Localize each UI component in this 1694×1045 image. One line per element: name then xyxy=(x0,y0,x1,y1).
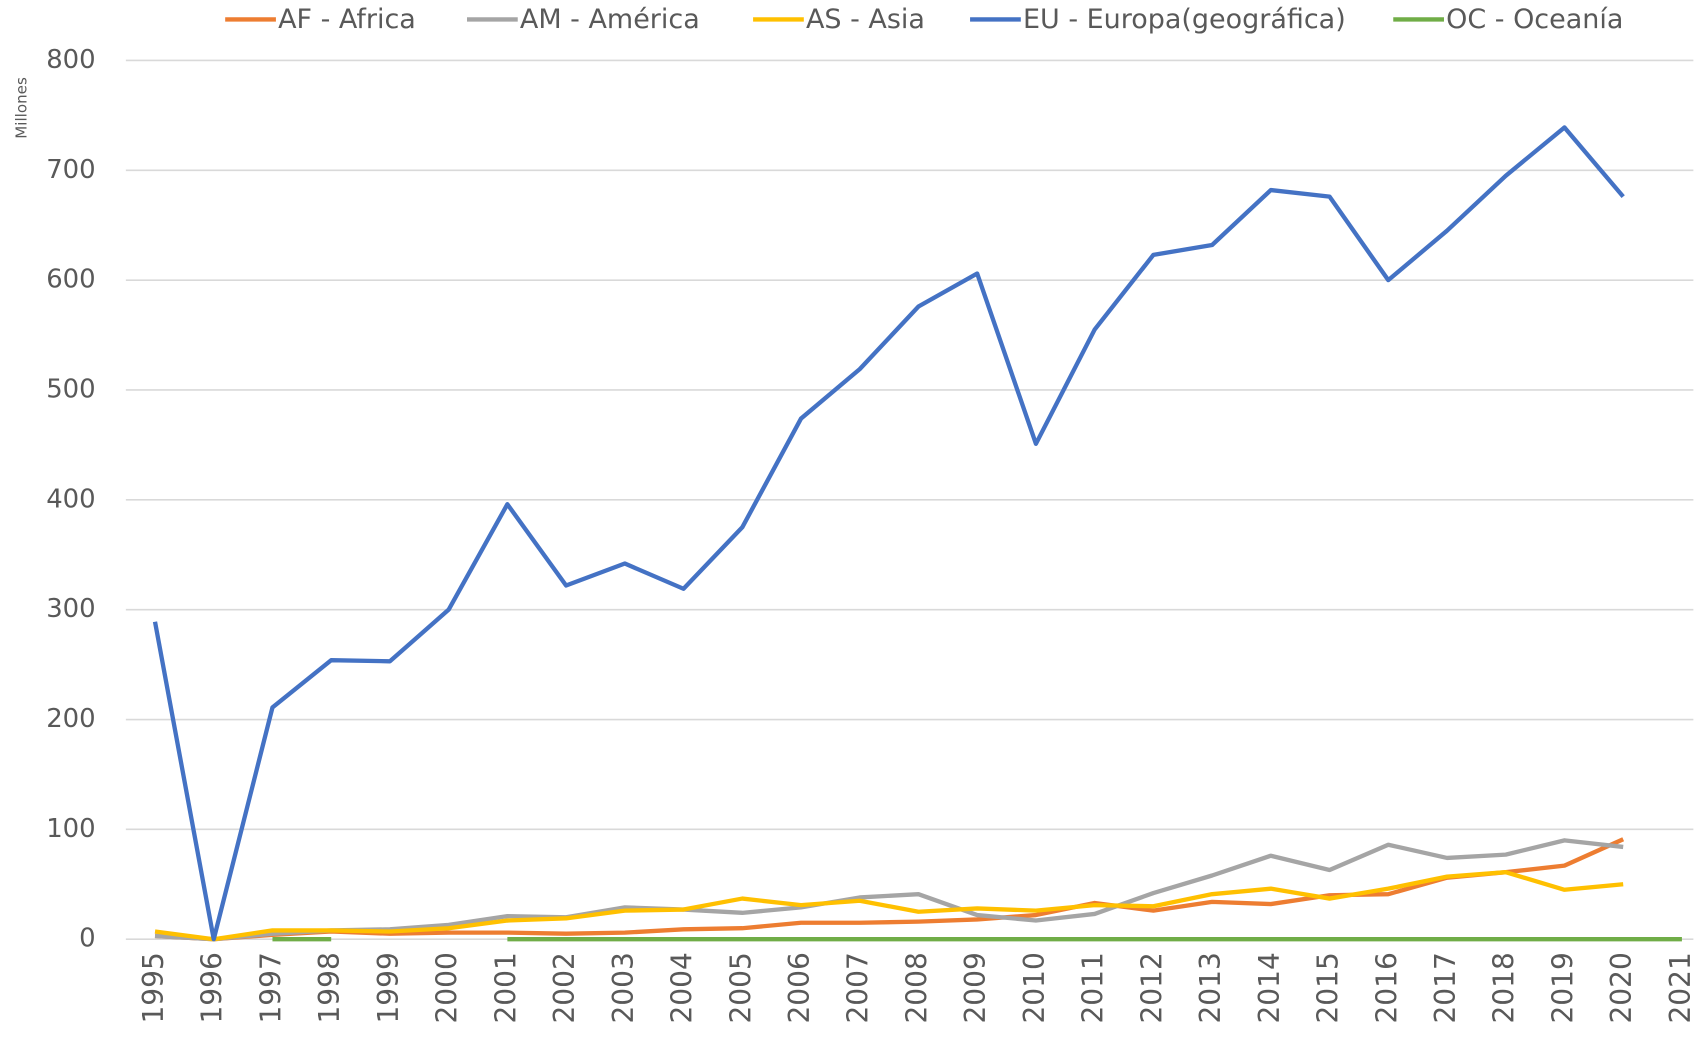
y-tick-label: 0 xyxy=(79,924,95,954)
series-line xyxy=(154,838,1624,942)
series-line xyxy=(154,870,1624,942)
x-tick-label: 2018 xyxy=(1488,952,1521,1023)
x-tick-label: 2001 xyxy=(489,952,522,1023)
x-tick-label: 1995 xyxy=(137,952,170,1023)
x-tick-label: 2020 xyxy=(1605,952,1638,1023)
x-tick-label: 2004 xyxy=(666,952,699,1023)
x-tick-label: 2017 xyxy=(1429,952,1462,1023)
x-tick-label: 2009 xyxy=(959,952,992,1023)
legend-label: AF - Africa xyxy=(278,4,416,35)
y-tick-label: 300 xyxy=(46,594,95,624)
x-tick-label: 2005 xyxy=(724,952,757,1023)
x-tick-label: 2019 xyxy=(1546,952,1579,1023)
legend-label: EU - Europa(geográfica) xyxy=(1023,4,1346,35)
y-tick-label: 700 xyxy=(46,155,95,185)
x-tick-label: 2011 xyxy=(1077,952,1110,1023)
x-tick-label: 1996 xyxy=(196,952,229,1023)
x-tick-label: 1998 xyxy=(313,952,346,1023)
legend-label: AS - Asia xyxy=(806,4,925,35)
x-tick-label: 2006 xyxy=(783,952,816,1023)
x-tick-label: 2008 xyxy=(900,952,933,1023)
x-tick-label: 2007 xyxy=(842,952,875,1023)
y-tick-label: 100 xyxy=(46,814,95,844)
y-tick-label: 600 xyxy=(46,265,95,295)
y-tick-label: 800 xyxy=(46,45,95,75)
legend-label: AM - América xyxy=(520,4,700,35)
series-line xyxy=(154,837,1625,942)
x-tick-label: 2012 xyxy=(1135,952,1168,1023)
x-tick-label: 2010 xyxy=(1018,952,1051,1023)
x-tick-label: 2015 xyxy=(1312,952,1345,1023)
x-tick-label: 2013 xyxy=(1194,952,1227,1023)
y-tick-label: 200 xyxy=(46,704,95,734)
y-tick-label: 400 xyxy=(46,484,95,514)
y-axis-label: Millones xyxy=(13,77,31,139)
x-tick-label: 1997 xyxy=(254,952,287,1023)
x-tick-label: 2014 xyxy=(1253,952,1286,1023)
y-tick-label: 500 xyxy=(46,374,95,404)
x-tick-label: 2003 xyxy=(607,952,640,1023)
x-tick-label: 1999 xyxy=(372,952,405,1023)
x-tick-label: 2021 xyxy=(1664,952,1694,1023)
x-tick-label: 2016 xyxy=(1370,952,1403,1023)
x-tick-label: 2002 xyxy=(548,952,581,1023)
legend-label: OC - Oceanía xyxy=(1446,4,1623,35)
series-line xyxy=(152,125,1625,942)
x-tick-label: 2000 xyxy=(431,952,464,1023)
